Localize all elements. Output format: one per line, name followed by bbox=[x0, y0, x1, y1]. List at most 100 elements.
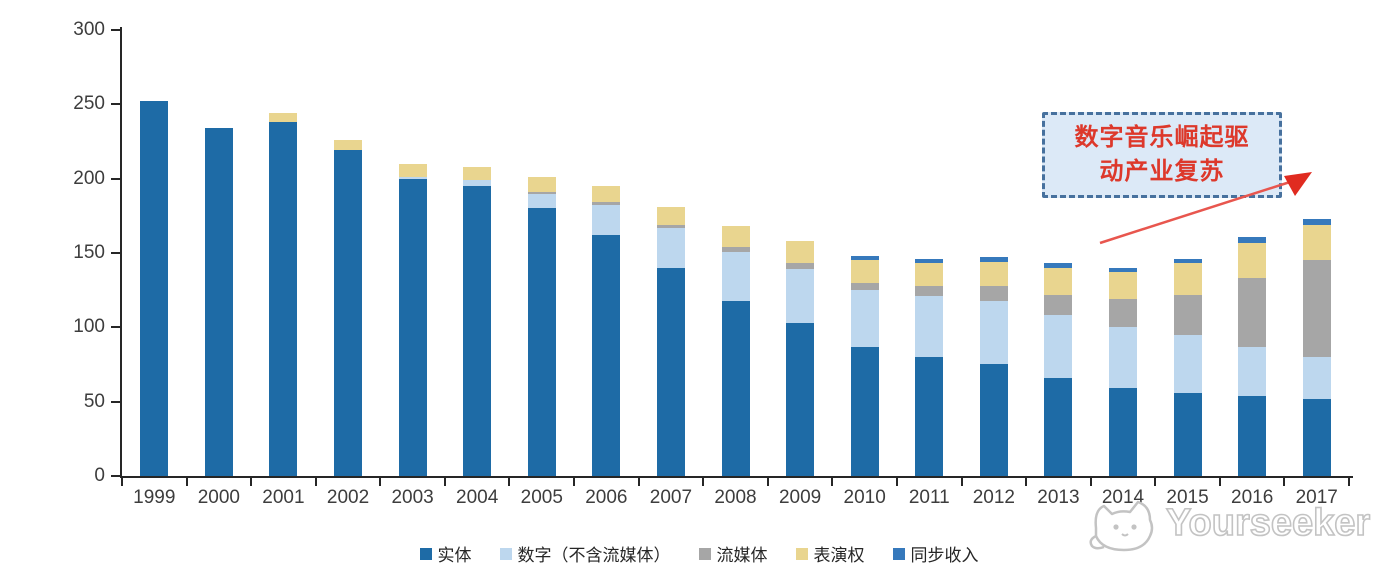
bar-2001 bbox=[269, 113, 298, 476]
y-tick-mark bbox=[111, 29, 120, 31]
annotation-text-line1: 数字音乐崛起驱 bbox=[1074, 124, 1250, 151]
bar-segment bbox=[721, 247, 750, 252]
x-tick-mark bbox=[1025, 478, 1028, 486]
x-tick-label: 2014 bbox=[1101, 487, 1145, 508]
y-tick-label: 50 bbox=[83, 390, 105, 412]
bar-segment bbox=[463, 180, 492, 187]
x-tick-mark bbox=[379, 478, 382, 486]
bar-segment bbox=[786, 241, 815, 264]
bar-segment bbox=[592, 186, 621, 203]
watermark: Yourseeker bbox=[1082, 494, 1382, 564]
x-tick-label: 2013 bbox=[1037, 487, 1080, 508]
x-tick-label: 2012 bbox=[972, 487, 1015, 508]
legend: 实体 数字（不含流媒体） 流媒体 表演权 同步收入 bbox=[64, 541, 1334, 566]
bar-segment bbox=[656, 227, 685, 268]
bar-segment bbox=[398, 163, 427, 178]
bar-segment bbox=[269, 113, 298, 123]
bar-segment bbox=[1108, 267, 1137, 273]
bar-segment bbox=[979, 261, 1008, 286]
x-tick-label: 2017 bbox=[1295, 487, 1338, 508]
bar-segment bbox=[850, 260, 879, 283]
annotation-callout: 数字音乐崛起驱 动产业复苏 bbox=[1042, 112, 1282, 198]
x-tick-mark bbox=[637, 478, 640, 486]
bar-segment bbox=[334, 150, 363, 476]
x-tick-mark bbox=[702, 478, 705, 486]
x-tick-mark bbox=[1154, 478, 1157, 486]
legend-item: 同步收入 bbox=[892, 541, 979, 566]
bar-segment bbox=[1044, 315, 1073, 378]
x-tick-label: 2003 bbox=[391, 487, 434, 508]
y-tick-mark bbox=[111, 103, 120, 106]
bar-segment bbox=[721, 251, 750, 301]
bar-segment bbox=[1108, 388, 1137, 476]
bar-segment bbox=[1302, 357, 1331, 399]
bar-2003 bbox=[398, 163, 427, 476]
x-axis bbox=[120, 476, 1353, 478]
bar-segment bbox=[1044, 263, 1073, 268]
bar-segment bbox=[1108, 299, 1137, 328]
bar-segment bbox=[850, 256, 879, 261]
bar-segment bbox=[979, 300, 1008, 365]
x-tick-label: 2007 bbox=[649, 487, 693, 508]
x-tick-label: 2000 bbox=[197, 487, 240, 508]
x-tick-mark bbox=[573, 478, 576, 486]
y-tick-mark bbox=[111, 252, 120, 254]
bar-segment bbox=[1302, 224, 1331, 261]
bar-segment bbox=[527, 192, 556, 194]
x-tick-label: 2004 bbox=[456, 487, 499, 508]
bar-segment bbox=[1044, 294, 1073, 316]
bar-segment bbox=[721, 300, 750, 476]
bar-2008 bbox=[721, 226, 750, 476]
legend-swatch-icon bbox=[499, 547, 512, 560]
cat-logo-icon bbox=[1089, 500, 1154, 552]
legend-label: 数字（不含流媒体） bbox=[517, 546, 671, 565]
bar-segment bbox=[1173, 258, 1202, 264]
bar-segment bbox=[592, 202, 621, 206]
x-tick-mark bbox=[960, 478, 963, 486]
bar-segment bbox=[915, 285, 944, 297]
bar-segment bbox=[786, 263, 815, 270]
bar-segment bbox=[1302, 398, 1331, 476]
x-tick-mark bbox=[314, 478, 317, 486]
bar-segment bbox=[656, 206, 685, 225]
bar-segment bbox=[592, 235, 621, 476]
x-tick-mark bbox=[508, 478, 511, 486]
legend-swatch-icon bbox=[892, 547, 905, 560]
x-tick-mark bbox=[1283, 478, 1286, 486]
bar-segment bbox=[1108, 327, 1137, 389]
bar-segment bbox=[204, 128, 233, 476]
y-tick-label: 100 bbox=[73, 316, 105, 338]
x-tick-mark bbox=[121, 478, 123, 486]
bar-segment bbox=[140, 101, 169, 476]
x-tick-mark bbox=[766, 478, 769, 486]
bar-segment bbox=[656, 224, 685, 228]
bar-2010 bbox=[850, 256, 879, 476]
x-tick-mark bbox=[1348, 478, 1351, 486]
x-tick-label: 2006 bbox=[585, 487, 628, 508]
bar-segment bbox=[915, 258, 944, 264]
bar-segment bbox=[979, 364, 1008, 476]
legend-label: 表演权 bbox=[813, 546, 865, 565]
x-tick-mark bbox=[831, 478, 834, 486]
bar-2009 bbox=[786, 241, 815, 476]
y-tick-mark bbox=[111, 177, 120, 180]
bar-2006 bbox=[592, 186, 621, 476]
bar-segment bbox=[1302, 260, 1331, 358]
bar-segment bbox=[398, 178, 427, 476]
bar-segment bbox=[527, 177, 556, 193]
bar-segment bbox=[850, 290, 879, 347]
bar-segment bbox=[850, 282, 879, 291]
bar-segment bbox=[1238, 242, 1267, 279]
bar-2016 bbox=[1238, 236, 1267, 476]
bar-segment bbox=[786, 322, 815, 476]
bar-segment bbox=[915, 263, 944, 286]
bar-1999 bbox=[140, 101, 169, 476]
bar-2005 bbox=[527, 177, 556, 476]
bar-2012 bbox=[979, 257, 1008, 476]
bar-segment bbox=[1044, 267, 1073, 295]
bar-segment bbox=[786, 269, 815, 323]
x-tick-mark bbox=[185, 478, 188, 486]
x-tick-label: 2016 bbox=[1231, 487, 1274, 508]
x-tick-mark bbox=[250, 478, 253, 486]
